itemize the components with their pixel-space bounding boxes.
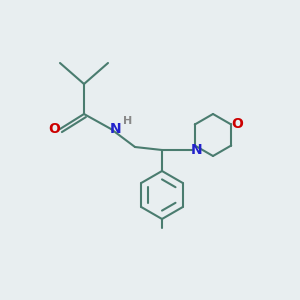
Text: H: H xyxy=(123,116,132,127)
Text: N: N xyxy=(110,122,121,136)
Text: N: N xyxy=(191,143,202,157)
Text: O: O xyxy=(231,118,243,131)
Text: O: O xyxy=(48,122,60,136)
